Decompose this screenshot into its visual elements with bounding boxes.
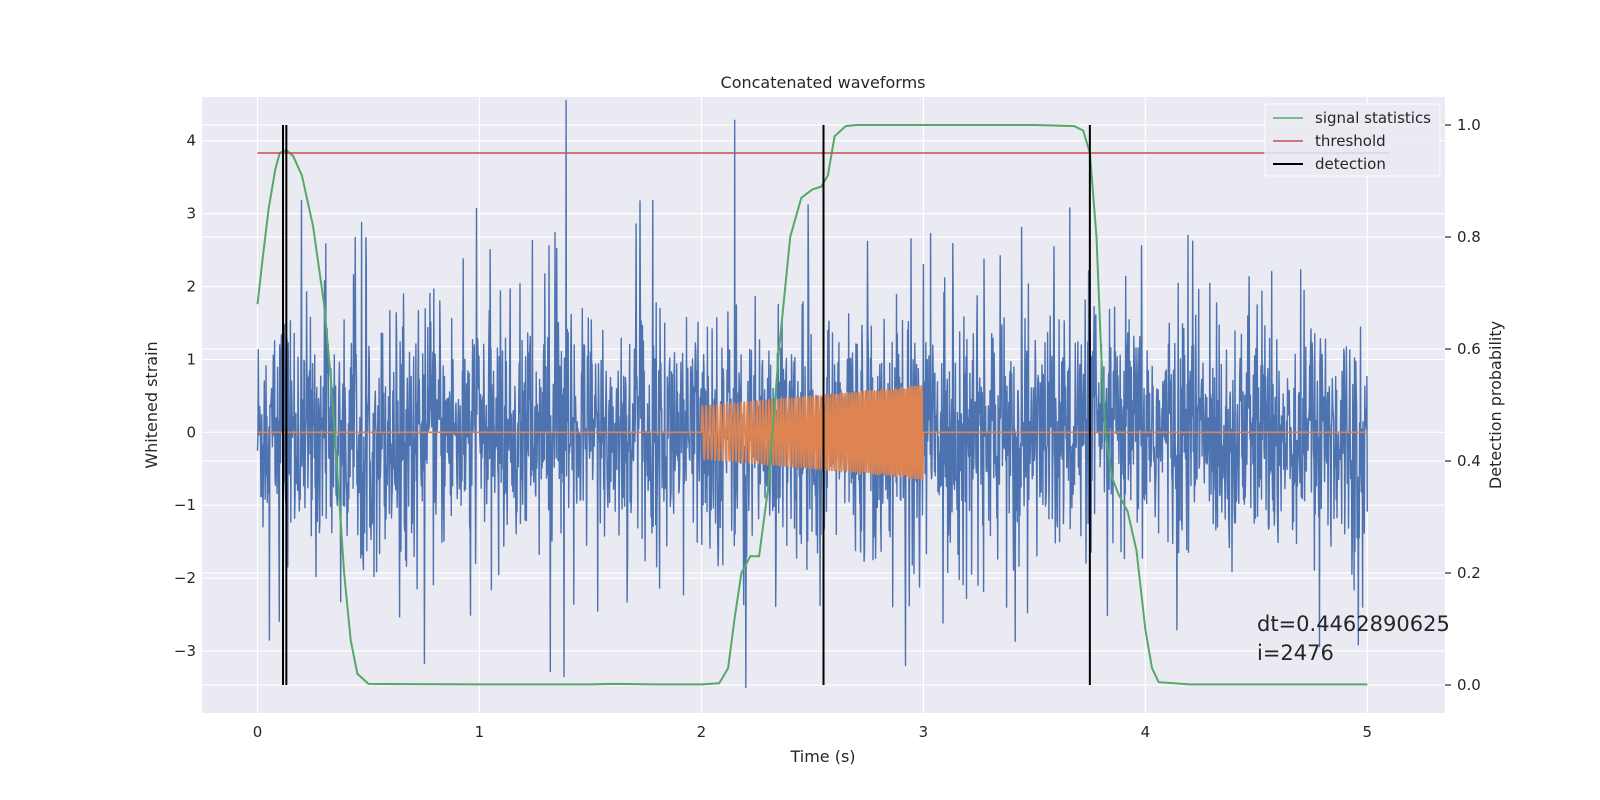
y-tick-label: −1 <box>174 496 196 514</box>
annotation-text-line: dt=0.4462890625 <box>1257 612 1450 636</box>
y-tick-label: 3 <box>186 205 196 223</box>
x-axis-label: Time (s) <box>789 747 855 766</box>
x-tick-label: 5 <box>1363 723 1373 741</box>
legend-label: threshold <box>1315 132 1386 150</box>
x-tick-label: 2 <box>697 723 707 741</box>
chart-title: Concatenated waveforms <box>721 73 926 92</box>
y-tick-label: 4 <box>186 132 196 150</box>
x-tick-label: 1 <box>475 723 485 741</box>
legend: signal statistics threshold detection <box>1264 103 1441 177</box>
y2-tick-label: 0.8 <box>1457 228 1481 246</box>
injection-series-line <box>257 385 1368 480</box>
y2-tick-label: 0.6 <box>1457 340 1481 358</box>
y-tick-label: 0 <box>186 423 196 441</box>
y2-tick-label: 0.0 <box>1457 676 1481 694</box>
y-tick-label: 1 <box>186 350 196 368</box>
tick-labels: 0 1 2 3 4 5 −3 −2 −1 0 1 2 3 4 0.0 0.2 0.4 0.6 0.8 1.0 <box>174 116 1481 741</box>
legend-label: signal statistics <box>1315 109 1431 127</box>
y-tick-label: 2 <box>186 278 196 296</box>
x-tick-label: 3 <box>919 723 929 741</box>
y-tick-label: −2 <box>174 569 196 587</box>
signal-statistics-line <box>256 124 1368 686</box>
annotation-text-line: i=2476 <box>1257 641 1334 665</box>
y-tick-label: −3 <box>174 642 196 660</box>
legend-label: detection <box>1315 155 1386 173</box>
y-axis-label: Whitened strain <box>142 341 161 468</box>
legend-box <box>1264 103 1441 177</box>
x-tick-label: 4 <box>1141 723 1151 741</box>
data-layer <box>256 99 1390 689</box>
y2-tick-label: 0.2 <box>1457 564 1481 582</box>
y2-axis-label: Detection probability <box>1486 321 1505 489</box>
x-tick-label: 0 <box>253 723 263 741</box>
annotation: dt=0.4462890625 i=2476 <box>1257 612 1450 665</box>
y2-tick-label: 0.4 <box>1457 452 1481 470</box>
y2-tick-label: 1.0 <box>1457 116 1481 134</box>
